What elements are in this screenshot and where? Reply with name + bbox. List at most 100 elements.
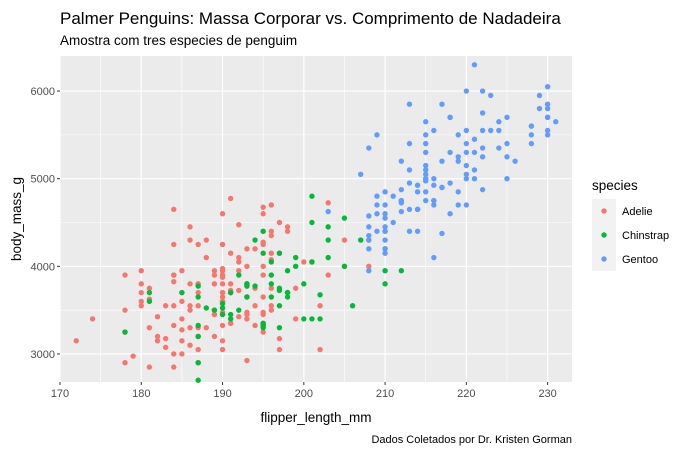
data-point xyxy=(463,171,470,178)
data-point xyxy=(276,324,283,331)
data-point xyxy=(455,132,461,138)
data-point xyxy=(219,346,226,353)
data-point xyxy=(423,140,429,147)
data-point xyxy=(504,175,510,182)
data-point xyxy=(398,208,405,215)
data-point xyxy=(439,184,445,191)
data-point xyxy=(187,324,193,331)
data-point xyxy=(179,327,185,333)
data-point xyxy=(414,228,421,234)
data-point xyxy=(195,333,201,340)
data-point xyxy=(471,175,478,182)
data-point xyxy=(544,83,551,90)
data-point xyxy=(325,254,331,261)
data-point xyxy=(544,105,551,112)
data-point xyxy=(236,307,242,313)
data-point xyxy=(227,320,234,326)
data-point xyxy=(496,127,502,134)
data-point xyxy=(390,219,396,226)
data-point xyxy=(374,132,380,138)
data-point xyxy=(528,132,535,138)
data-point xyxy=(260,272,266,278)
data-point xyxy=(211,281,218,287)
data-point xyxy=(260,239,266,245)
data-point xyxy=(496,145,502,151)
data-point xyxy=(276,335,283,342)
data-point xyxy=(325,237,331,243)
data-point xyxy=(219,274,226,280)
data-point xyxy=(317,292,323,298)
data-point xyxy=(244,309,250,316)
data-point xyxy=(195,241,201,248)
x-axis-title: flipper_length_mm xyxy=(260,410,371,425)
x-tick-label: 200 xyxy=(295,388,313,400)
data-point xyxy=(203,237,209,243)
data-point xyxy=(414,206,421,213)
legend-swatch xyxy=(601,208,607,214)
data-point xyxy=(268,250,275,256)
axis-ticks: 170 180 190 200 210 220 230 3000 4000 5000 6000 xyxy=(31,86,557,400)
data-point xyxy=(268,259,275,265)
data-point xyxy=(431,254,437,261)
y-tick-label: 5000 xyxy=(31,174,55,186)
data-point xyxy=(268,281,275,287)
data-point xyxy=(463,202,470,208)
data-point xyxy=(260,329,266,335)
data-point xyxy=(252,303,258,309)
data-point xyxy=(162,335,169,342)
data-point xyxy=(439,101,445,107)
data-point xyxy=(390,193,396,199)
chart-caption: Dados Coletados por Dr. Kristen Gorman xyxy=(371,434,572,446)
data-point xyxy=(146,364,153,370)
data-point xyxy=(268,202,275,208)
data-point xyxy=(431,127,437,134)
data-point xyxy=(171,278,177,285)
data-point xyxy=(317,316,323,322)
data-point xyxy=(292,254,299,261)
legend-title: species xyxy=(592,178,638,193)
data-point xyxy=(211,333,218,340)
data-point xyxy=(536,92,543,99)
data-point xyxy=(171,272,177,278)
data-point xyxy=(146,289,153,296)
data-point xyxy=(406,206,413,213)
data-point xyxy=(423,178,429,184)
data-point xyxy=(146,285,153,291)
data-point xyxy=(236,287,242,294)
data-point xyxy=(553,119,559,125)
data-point xyxy=(357,171,364,178)
legend-label: Chinstrap xyxy=(622,230,669,242)
data-point xyxy=(414,189,421,195)
data-point xyxy=(219,241,226,248)
data-point xyxy=(325,200,331,206)
y-tick-label: 3000 xyxy=(31,349,55,361)
data-point xyxy=(268,307,275,313)
data-point xyxy=(455,189,461,195)
data-point xyxy=(463,140,470,147)
data-point xyxy=(252,246,258,252)
data-point xyxy=(219,322,226,329)
data-point xyxy=(179,298,185,305)
data-point xyxy=(227,195,234,202)
data-point xyxy=(122,307,128,313)
data-point xyxy=(276,219,283,226)
data-point xyxy=(236,254,242,261)
data-point xyxy=(463,88,470,94)
data-point xyxy=(171,303,177,309)
data-point xyxy=(455,202,461,208)
data-point xyxy=(479,127,486,134)
data-point xyxy=(309,219,315,226)
data-point xyxy=(292,285,299,291)
data-point xyxy=(171,364,177,370)
data-point xyxy=(504,140,510,147)
x-tick-label: 180 xyxy=(132,388,150,400)
data-point xyxy=(349,303,356,309)
data-point xyxy=(447,180,453,186)
data-point xyxy=(488,127,494,134)
data-point xyxy=(244,283,250,289)
data-point xyxy=(244,357,250,364)
data-point xyxy=(138,303,144,309)
data-point xyxy=(244,263,250,270)
y-tick-label: 4000 xyxy=(31,261,55,273)
